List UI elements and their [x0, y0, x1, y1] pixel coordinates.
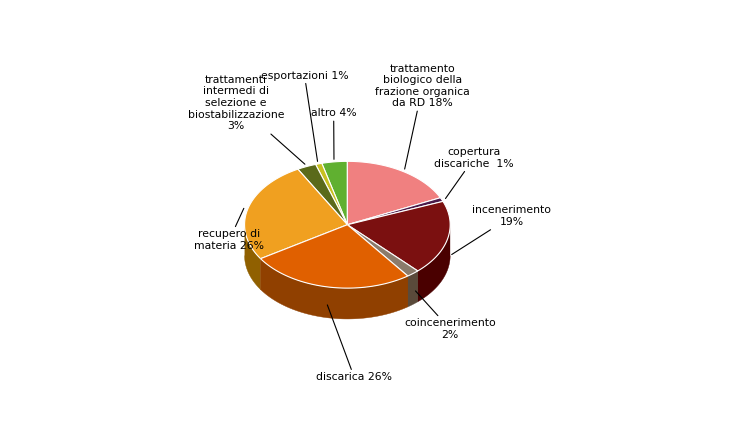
Text: copertura
discariche  1%: copertura discariche 1%	[435, 147, 514, 198]
Polygon shape	[347, 225, 417, 276]
Text: discarica 26%: discarica 26%	[316, 305, 392, 382]
Text: trattamenti
intermedi di
selezione e
biostabilizzazione
3%: trattamenti intermedi di selezione e bio…	[188, 75, 305, 164]
Polygon shape	[260, 225, 347, 290]
Text: altro 4%: altro 4%	[311, 109, 357, 159]
Polygon shape	[298, 165, 347, 225]
Text: esportazioni 1%: esportazioni 1%	[261, 71, 349, 162]
Polygon shape	[347, 225, 408, 307]
Polygon shape	[347, 198, 443, 225]
Polygon shape	[322, 162, 347, 225]
Polygon shape	[347, 162, 441, 225]
Text: incenerimento
19%: incenerimento 19%	[452, 205, 551, 255]
Polygon shape	[347, 225, 417, 302]
Polygon shape	[417, 225, 450, 302]
Polygon shape	[347, 225, 408, 307]
Polygon shape	[316, 163, 347, 225]
Polygon shape	[245, 225, 260, 290]
Polygon shape	[245, 169, 347, 259]
Polygon shape	[260, 259, 408, 319]
Text: coincenerimento
2%: coincenerimento 2%	[404, 291, 496, 340]
Text: recupero di
materia 26%: recupero di materia 26%	[194, 208, 264, 251]
Polygon shape	[347, 225, 417, 302]
Polygon shape	[260, 225, 347, 290]
Polygon shape	[408, 271, 417, 307]
Polygon shape	[347, 202, 450, 271]
Text: trattamento
biologico della
frazione organica
da RD 18%: trattamento biologico della frazione org…	[375, 64, 470, 169]
Polygon shape	[260, 225, 408, 288]
